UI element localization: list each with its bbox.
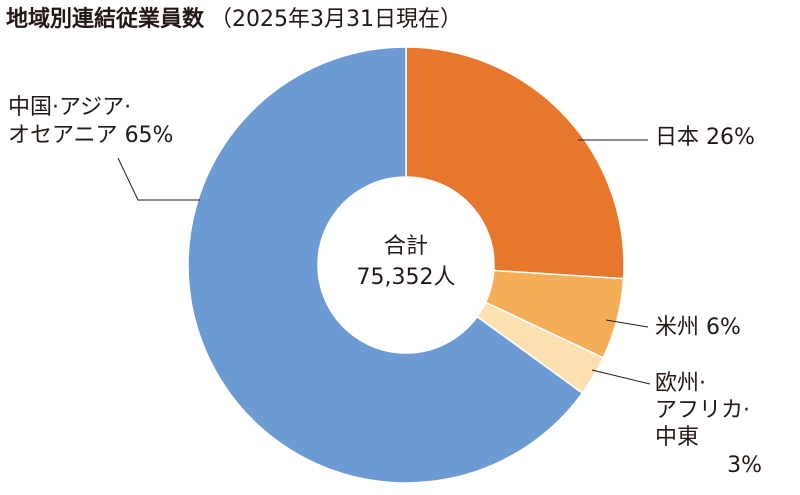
category-label: アフリカ· [655,398,750,423]
value-label: 6% [706,315,741,340]
value-label: 3% [727,453,762,478]
slice [187,46,584,484]
chart-title-line: 地域別連結従業員数 （2025年3月31日現在） [6,6,462,32]
center-label: 合計 [384,234,428,259]
center-value: 75,352人 [357,265,456,290]
category-label: オセアニア [8,123,118,148]
category-label: 中国·アジア· [8,95,131,120]
category-label: 欧州· [655,371,706,396]
chart-title: 地域別連結従業員数 [6,6,205,32]
slice [405,46,625,280]
value-label: 65% [125,123,174,148]
value-label: 26% [706,125,755,150]
chart-subtitle: （2025年3月31日現在） [210,7,462,32]
leader-line [591,369,651,385]
slice-label: オセアニア 65% [8,123,173,148]
slice-label: 日本 26% [655,125,755,150]
category-label: 中東 [655,425,699,450]
leader-line [117,157,200,201]
slice-label: 米州 6% [655,315,741,340]
slices [187,46,625,484]
category-label: 日本 [655,125,699,150]
leader-line [605,319,649,328]
category-label: 米州 [655,315,699,340]
